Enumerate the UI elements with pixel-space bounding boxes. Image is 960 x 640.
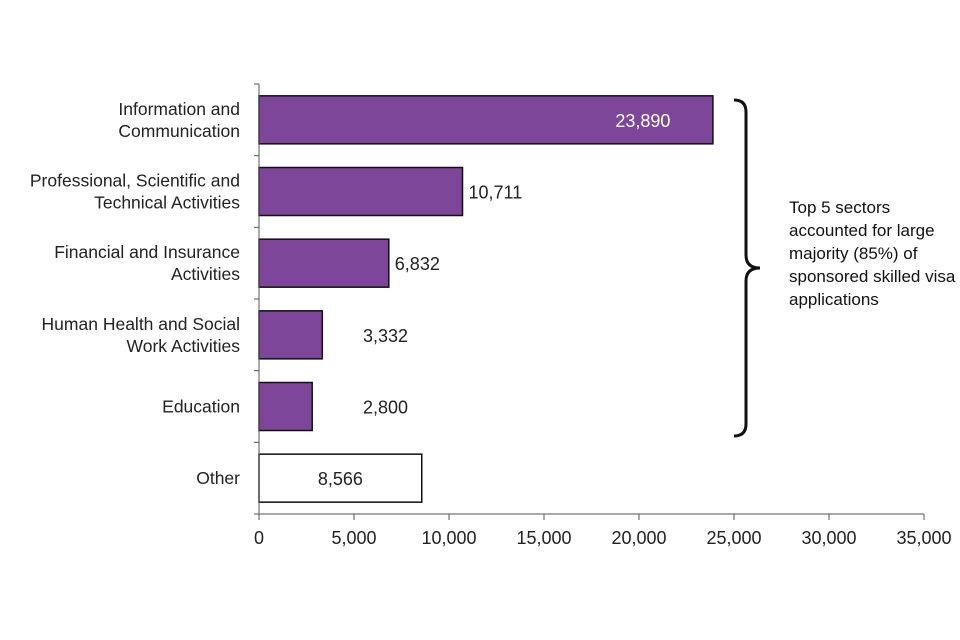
category-label: Human Health and Social Work Activities [42,314,241,356]
value-label: 6,832 [395,254,440,274]
x-tick-label: 10,000 [421,528,476,548]
value-label: 10,711 [469,183,523,203]
bar [258,310,324,360]
x-axis-ticks: 0 5,000 10,000 15,000 20,000 25,000 30,000 35,0… [254,514,952,548]
category-label: Education [162,397,240,417]
x-tick-label: 15,000 [516,528,571,548]
category-label: Information and Communication [118,99,240,141]
x-tick-label: 30,000 [801,528,856,548]
category-labels: Information and Communication Professional… [30,99,240,488]
bar [258,166,464,217]
bar [258,238,390,288]
value-label: 3,332 [363,326,408,346]
value-labels: 23,890 10,711 6,832 3,332 2,800 8,566 [318,111,671,489]
value-label: 8,566 [318,469,363,489]
category-label: Other [196,468,240,488]
value-label: 2,800 [363,398,408,418]
category-label: Professional, Scientific and Technical Ac… [30,171,240,213]
bar [258,381,313,432]
x-tick-label: 25,000 [706,528,761,548]
curly-brace [733,98,761,438]
category-label: Financial and Insurance Activities [54,242,240,284]
bar [258,453,423,503]
x-tick-label: 5,000 [331,528,376,548]
x-tick-label: 0 [254,528,264,548]
y-axis-ticks [254,83,259,515]
x-tick-label: 20,000 [611,528,666,548]
annotation-text: Top 5 sectors accounted for large majori… [789,198,956,309]
x-tick-label: 35,000 [896,528,951,548]
value-label: 23,890 [615,111,670,131]
bars [258,95,714,503]
